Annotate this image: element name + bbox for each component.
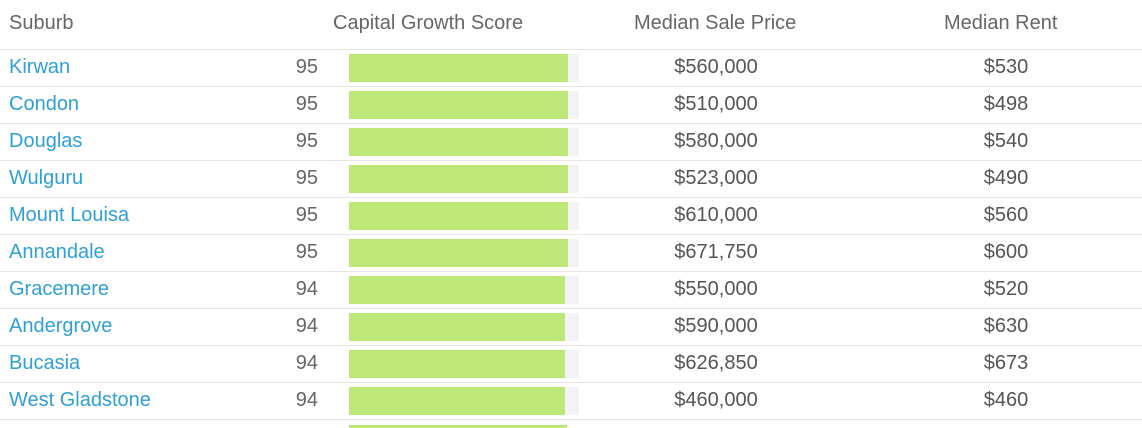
capital-growth-score: 94 xyxy=(295,389,318,411)
capital-growth-score: 94 xyxy=(295,352,318,374)
suburb-link[interactable]: West Gladstone xyxy=(9,389,151,411)
table-row: Douglas 95 $580,000 $540 xyxy=(0,124,1142,161)
score-bar-fill xyxy=(349,165,568,193)
suburb-link[interactable]: Bucasia xyxy=(9,352,81,374)
median-sale-price: $510,000 xyxy=(674,93,758,115)
score-bar-track xyxy=(349,313,579,341)
score-bar-fill xyxy=(349,276,565,304)
suburb-link[interactable]: Andergrove xyxy=(9,315,113,337)
capital-growth-score: 95 xyxy=(295,241,318,263)
median-rent: $498 xyxy=(983,93,1029,115)
score-bar-fill xyxy=(349,387,565,415)
table-row: Bucasia 94 $626,850 $673 xyxy=(0,346,1142,383)
table-row: Wulguru 95 $523,000 $490 xyxy=(0,161,1142,198)
median-rent: $520 xyxy=(983,278,1029,300)
median-rent: $560 xyxy=(983,204,1029,226)
suburb-link[interactable]: Douglas xyxy=(9,130,83,152)
score-bar-fill xyxy=(349,313,565,341)
score-bar-fill xyxy=(349,54,568,82)
score-bar-track xyxy=(349,350,579,378)
table-row: Condon 95 $510,000 $498 xyxy=(0,87,1142,124)
median-sale-price: $523,000 xyxy=(674,167,758,189)
suburb-link[interactable]: Condon xyxy=(9,93,80,115)
score-bar-fill xyxy=(349,128,568,156)
capital-growth-score: 95 xyxy=(295,56,318,78)
suburb-link[interactable]: Annandale xyxy=(9,241,105,263)
header-median-rent[interactable]: Median Rent xyxy=(944,12,1058,34)
median-rent: $673 xyxy=(983,352,1029,374)
median-sale-price: $590,000 xyxy=(674,315,758,337)
median-rent: $540 xyxy=(983,130,1029,152)
suburb-link[interactable]: Kirwan xyxy=(9,56,71,78)
score-bar-track xyxy=(349,387,579,415)
capital-growth-score: 95 xyxy=(295,167,318,189)
table-body: Kirwan 95 $560,000 $530 Condon 95 $510,000 $498… xyxy=(0,50,1142,420)
capital-growth-score: 95 xyxy=(295,130,318,152)
median-sale-price: $580,000 xyxy=(674,130,758,152)
table-row: West Gladstone 94 $460,000 $460 xyxy=(0,383,1142,420)
suburb-link[interactable]: Gracemere xyxy=(9,278,110,300)
median-sale-price: $626,850 xyxy=(674,352,758,374)
header-capital-growth-score[interactable]: Capital Growth Score xyxy=(333,12,524,34)
score-bar-fill xyxy=(349,202,568,230)
score-bar-track xyxy=(349,239,579,267)
score-bar-fill xyxy=(349,239,568,267)
score-bar-track xyxy=(349,276,579,304)
table-row: Annandale 95 $671,750 $600 xyxy=(0,235,1142,272)
score-bar-track xyxy=(349,128,579,156)
median-sale-price: $550,000 xyxy=(674,278,758,300)
suburb-link[interactable]: Mount Louisa xyxy=(9,204,130,226)
table-row: Andergrove 94 $590,000 $630 xyxy=(0,309,1142,346)
median-rent: $460 xyxy=(983,389,1029,411)
header-median-sale-price[interactable]: Median Sale Price xyxy=(634,12,797,34)
median-sale-price: $560,000 xyxy=(674,56,758,78)
score-bar-fill xyxy=(349,350,565,378)
score-bar-fill xyxy=(349,91,568,119)
suburb-link[interactable]: Wulguru xyxy=(9,167,84,189)
header-suburb[interactable]: Suburb xyxy=(9,12,74,34)
median-rent: $530 xyxy=(983,56,1029,78)
score-bar-track xyxy=(349,202,579,230)
capital-growth-score: 94 xyxy=(295,278,318,300)
table-row: Mount Louisa 95 $610,000 $560 xyxy=(0,198,1142,235)
table-row: Kirwan 95 $560,000 $530 xyxy=(0,50,1142,87)
median-rent: $600 xyxy=(983,241,1029,263)
capital-growth-score: 95 xyxy=(295,204,318,226)
median-sale-price: $460,000 xyxy=(674,389,758,411)
table-header: Suburb Capital Growth Score Median Sale … xyxy=(0,0,1142,50)
score-bar-track xyxy=(349,165,579,193)
median-sale-price: $610,000 xyxy=(674,204,758,226)
capital-growth-score: 95 xyxy=(295,93,318,115)
capital-growth-score: 94 xyxy=(295,315,318,337)
score-bar-track xyxy=(349,91,579,119)
median-sale-price: $671,750 xyxy=(674,241,758,263)
table-row: Gracemere 94 $550,000 $520 xyxy=(0,272,1142,309)
score-bar-track xyxy=(349,54,579,82)
median-rent: $630 xyxy=(983,315,1029,337)
table-row-partial xyxy=(0,420,1142,428)
median-rent: $490 xyxy=(983,167,1029,189)
